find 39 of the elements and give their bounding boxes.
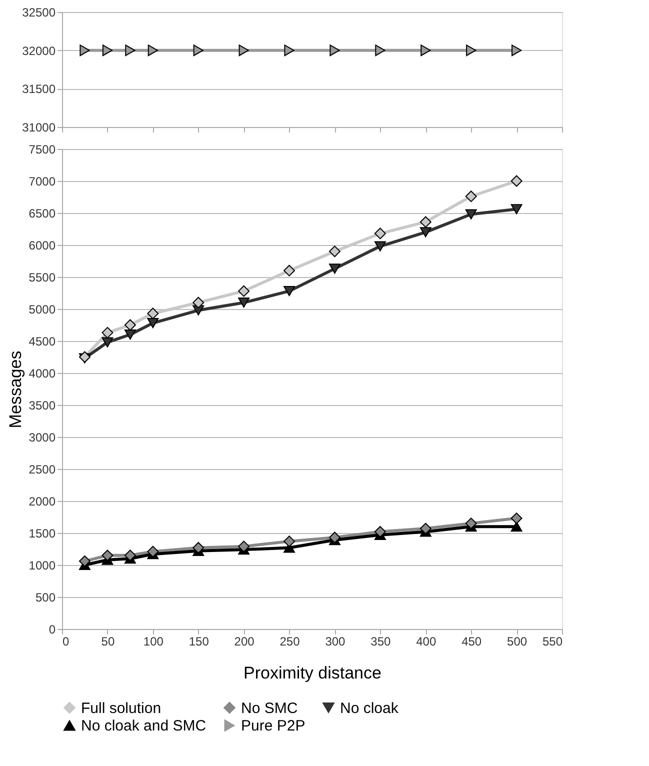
- y-tick-label: 4000: [28, 366, 56, 380]
- legend-label: No cloak: [340, 700, 399, 717]
- y-tick-label: 31500: [22, 82, 56, 96]
- y-tick-label: 32500: [22, 6, 56, 20]
- x-axis-title: Proximity distance: [244, 664, 382, 682]
- x-tick-label: 450: [462, 634, 482, 648]
- x-tick-label: 50: [101, 634, 115, 648]
- y-tick-label: 6500: [28, 206, 56, 220]
- y-axis-title: Messages: [6, 350, 25, 428]
- legend-label: No cloak and SMC: [81, 718, 206, 734]
- y-tick-label: 7000: [28, 174, 56, 188]
- x-tick-label: 300: [325, 634, 346, 648]
- y-tick-label: 2500: [28, 462, 56, 476]
- x-tick-label: 150: [188, 634, 210, 648]
- y-tick-label: 3000: [28, 430, 56, 444]
- x-tick-label: 250: [280, 634, 300, 648]
- y-tick-label: 5500: [28, 270, 56, 284]
- y-tick-label: 7500: [28, 142, 56, 156]
- legend-label: Pure P2P: [241, 718, 306, 734]
- y-tick-label: 31000: [22, 120, 56, 134]
- x-tick-label: 550: [542, 634, 563, 648]
- x-tick-label: 100: [143, 634, 164, 648]
- legend-label: Full solution: [81, 700, 162, 717]
- y-tick-label: 2000: [28, 494, 56, 508]
- x-tick-label: 350: [370, 634, 392, 648]
- x-tick-label: 500: [507, 634, 528, 648]
- y-tick-label: 4500: [28, 334, 56, 348]
- y-tick-label: 500: [35, 590, 56, 604]
- y-tick-label: 1500: [28, 526, 56, 540]
- y-tick-label: 0: [48, 622, 56, 636]
- x-tick-label: 400: [416, 634, 436, 648]
- x-tick-label: 0: [62, 634, 70, 648]
- y-tick-label: 1000: [28, 558, 56, 572]
- y-tick-label: 3500: [28, 398, 56, 412]
- y-tick-label: 32000: [22, 44, 56, 58]
- y-tick-label: 6000: [28, 238, 56, 252]
- legend-label: No SMC: [241, 700, 298, 717]
- y-tick-label: 5000: [28, 302, 56, 316]
- x-tick-label: 200: [234, 634, 255, 648]
